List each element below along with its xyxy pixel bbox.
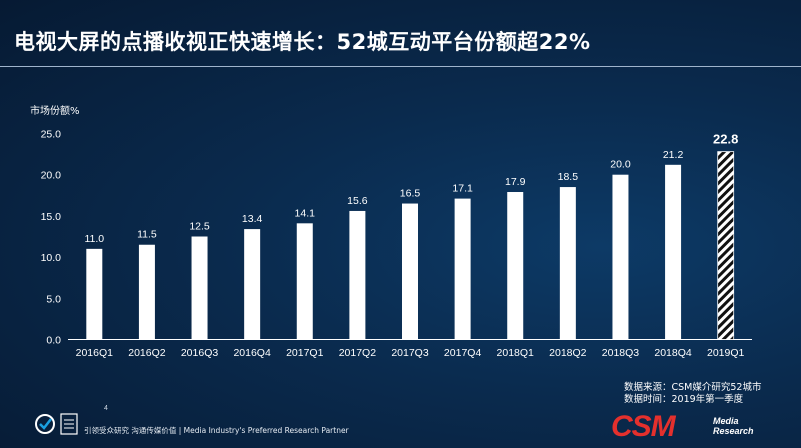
bar: [507, 192, 524, 340]
bar: [559, 187, 576, 340]
y-tick-label: 10.0: [41, 252, 62, 264]
x-tick-label: 2016Q1: [76, 347, 114, 359]
bar-value-label: 18.5: [558, 171, 579, 183]
bar: [454, 198, 471, 340]
bar: [86, 248, 103, 340]
page-number: 4: [104, 405, 108, 412]
page-title: 电视大屏的点播收视正快速增长：52城互动平台份额超22%: [14, 30, 591, 54]
bar: [191, 236, 208, 340]
bar-value-label: 22.8: [713, 132, 738, 147]
x-tick-label: 2018Q2: [549, 347, 587, 359]
x-tick-label: 2017Q3: [391, 347, 429, 359]
csm-logo-sub-2: Research: [713, 426, 754, 436]
csm-logo-sub-1: Media: [713, 416, 739, 426]
bar-value-label: 15.6: [347, 195, 368, 207]
x-tick-label: 2017Q2: [339, 347, 377, 359]
title-divider: [0, 66, 801, 67]
y-tick-label: 25.0: [41, 129, 62, 141]
bar-value-label: 20.0: [610, 159, 631, 171]
bar-value-label: 12.5: [189, 221, 210, 233]
csm-logo-subtitle: Media Research: [713, 416, 754, 436]
bar-value-label: 16.5: [400, 188, 421, 200]
source-line-2: 数据时间：2019年第一季度: [624, 394, 744, 405]
certification-badges-icon: [35, 413, 78, 435]
bar: [244, 229, 261, 340]
x-tick-label: 2016Q4: [233, 347, 271, 359]
bar: [665, 164, 682, 340]
x-tick-label: 2018Q3: [602, 347, 640, 359]
bar-value-label: 11.0: [84, 233, 104, 245]
bar-highlighted: [717, 151, 735, 340]
bar: [349, 210, 366, 340]
x-tick-label: 2019Q1: [707, 347, 745, 359]
bar: [296, 223, 313, 340]
x-tick-label: 2018Q4: [654, 347, 692, 359]
y-axis-ticks: 0.0 5.0 10.0 15.0 20.0 25.0: [41, 129, 62, 347]
y-tick-label: 20.0: [41, 170, 62, 182]
bar: [612, 174, 629, 340]
bar-value-label: 17.1: [452, 183, 473, 195]
footer-tagline: 引领受众研究 沟通传媒价值 | Media Industry's Preferr…: [84, 426, 349, 435]
x-tick-label: 2017Q4: [444, 347, 482, 359]
bar-value-label: 14.1: [295, 207, 316, 219]
bars-group: [86, 151, 735, 340]
x-tick-label: 2017Q1: [286, 347, 324, 359]
bar: [138, 244, 155, 340]
y-tick-label: 15.0: [41, 211, 62, 223]
bar-value-label: 21.2: [663, 149, 684, 161]
bar: [402, 203, 418, 340]
csm-logo: CSM: [611, 410, 676, 443]
bar-value-label: 17.9: [505, 176, 526, 188]
y-tick-label: 5.0: [46, 293, 61, 305]
source-line-1: 数据来源：CSM媒介研究52城市: [624, 382, 762, 393]
y-axis-title: 市场份额%: [30, 104, 80, 117]
x-tick-label: 2018Q1: [497, 347, 535, 359]
bar-value-label: 11.5: [137, 229, 157, 241]
value-labels-group: 11.0 11.5 12.5 13.4 14.1 15.6 16.5 17.1 17.9 18.5…: [84, 132, 738, 245]
y-tick-label: 0.0: [46, 335, 61, 347]
data-source-note: 数据来源：CSM媒介研究52城市 数据时间：2019年第一季度: [624, 382, 761, 406]
x-axis-ticks: 2016Q1 2016Q2 2016Q3 2016Q4 2017Q1 2017Q2 2017…: [76, 347, 745, 359]
x-tick-label: 2016Q2: [128, 347, 166, 359]
bar-value-label: 13.4: [242, 213, 263, 225]
x-tick-label: 2016Q3: [181, 347, 219, 359]
